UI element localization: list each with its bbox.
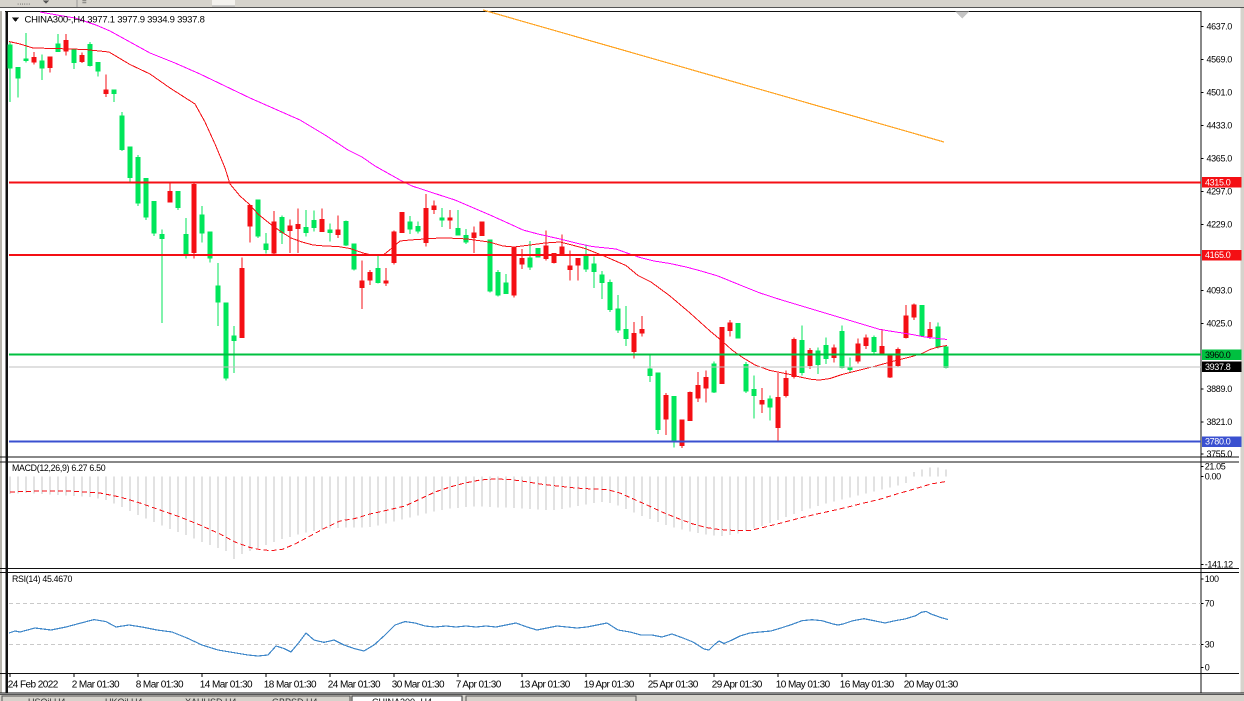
svg-text:21.05: 21.05 (1205, 462, 1226, 472)
svg-text:4165.0: 4165.0 (1205, 250, 1231, 260)
svg-text:24 Mar 01:30: 24 Mar 01:30 (328, 680, 381, 691)
svg-text:20 May 01:30: 20 May 01:30 (904, 680, 959, 691)
svg-text:10 May 01:30: 10 May 01:30 (776, 680, 831, 691)
svg-text:4297.0: 4297.0 (1207, 187, 1233, 197)
svg-text:24 Feb 2022: 24 Feb 2022 (8, 680, 59, 691)
svg-text:16 May 01:30: 16 May 01:30 (840, 680, 895, 691)
svg-text:100: 100 (1205, 574, 1219, 584)
svg-text:3889.0: 3889.0 (1207, 384, 1233, 394)
svg-text:USOil,H4: USOil,H4 (28, 697, 66, 701)
svg-text:70: 70 (1205, 599, 1215, 609)
svg-text:4365.0: 4365.0 (1207, 154, 1233, 164)
svg-text:CHINA300-,H4: CHINA300-,H4 (372, 697, 432, 701)
svg-text:7 Apr 01:30: 7 Apr 01:30 (456, 680, 502, 691)
svg-text:4315.0: 4315.0 (1205, 178, 1231, 188)
svg-text:2 Mar 01:30: 2 Mar 01:30 (72, 680, 120, 691)
svg-text:CHINA300-,H4 3977.1 3977.9 39: CHINA300-,H4 3977.1 3977.9 3934.9 3937.8 (25, 14, 205, 25)
svg-text:MACD(12,26,9) 6.27 6.50: MACD(12,26,9) 6.27 6.50 (12, 463, 106, 473)
svg-text:0.00: 0.00 (1205, 472, 1221, 482)
svg-text:4637.0: 4637.0 (1207, 22, 1233, 32)
svg-text:14 Mar 01:30: 14 Mar 01:30 (200, 680, 253, 691)
svg-text:25 Apr 01:30: 25 Apr 01:30 (648, 680, 699, 691)
svg-text:-141.12: -141.12 (1205, 560, 1233, 570)
svg-text:13 Apr 01:30: 13 Apr 01:30 (520, 680, 571, 691)
svg-text:29 Apr 01:30: 29 Apr 01:30 (712, 680, 763, 691)
svg-text:......: ...... (17, 0, 30, 7)
svg-text:3780.0: 3780.0 (1205, 437, 1231, 447)
svg-text:3755.0: 3755.0 (1207, 449, 1233, 459)
svg-text:4229.0: 4229.0 (1207, 220, 1233, 230)
svg-text:18 Mar 01:30: 18 Mar 01:30 (264, 680, 317, 691)
svg-text:30 Mar 01:30: 30 Mar 01:30 (392, 680, 445, 691)
svg-text:8 Mar 01:30: 8 Mar 01:30 (136, 680, 184, 691)
svg-text:3960.0: 3960.0 (1205, 350, 1231, 360)
svg-text:UKOil,H4: UKOil,H4 (105, 697, 143, 701)
svg-text:XAUUSD,H4: XAUUSD,H4 (185, 697, 237, 701)
svg-text:=: = (82, 0, 87, 7)
svg-text:4433.0: 4433.0 (1207, 121, 1233, 131)
svg-text:19 Apr 01:30: 19 Apr 01:30 (584, 680, 635, 691)
svg-text:4501.0: 4501.0 (1207, 88, 1233, 98)
svg-text:30: 30 (1205, 640, 1215, 650)
svg-text:3937.8: 3937.8 (1205, 362, 1231, 372)
svg-text:0: 0 (1205, 663, 1210, 673)
svg-text:RSI(14) 45.4670: RSI(14) 45.4670 (12, 574, 72, 584)
svg-text:GBPSD,H4: GBPSD,H4 (272, 697, 318, 701)
svg-text:4093.0: 4093.0 (1207, 286, 1233, 296)
svg-text:4569.0: 4569.0 (1207, 55, 1233, 65)
svg-text:4025.0: 4025.0 (1207, 319, 1233, 329)
svg-text:3821.0: 3821.0 (1207, 417, 1233, 427)
